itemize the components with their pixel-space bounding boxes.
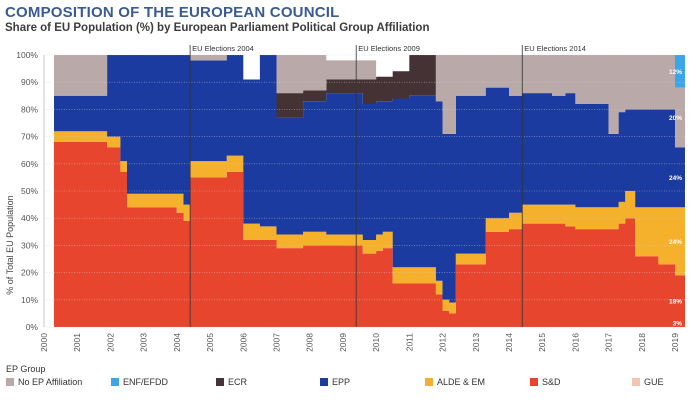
x-tick-label: 2002 bbox=[105, 333, 115, 352]
data-label: 18% bbox=[669, 299, 682, 306]
legend-label: EPP bbox=[332, 377, 351, 387]
x-tick-label: 2004 bbox=[172, 333, 182, 352]
label-layer: 12% 20% 24% 24% 18% 3% bbox=[669, 69, 682, 328]
election-label: EU Elections 2009 bbox=[358, 44, 420, 53]
legend-label: No EP Affiliation bbox=[18, 377, 83, 387]
legend-swatch bbox=[320, 378, 328, 386]
data-label: 3% bbox=[673, 320, 683, 327]
data-label: 12% bbox=[669, 69, 682, 76]
legend-label: ALDE & EM bbox=[437, 377, 486, 387]
y-tick-label: 50% bbox=[21, 186, 38, 196]
legend-label: S&D bbox=[542, 377, 561, 387]
x-tick-label: 2015 bbox=[537, 333, 547, 352]
area-s-d bbox=[54, 142, 685, 327]
legend-item: EPP bbox=[320, 377, 350, 387]
legend-swatch bbox=[216, 378, 224, 386]
x-tick-label: 2016 bbox=[570, 333, 580, 352]
data-label: 24% bbox=[669, 239, 682, 246]
data-label: 24% bbox=[669, 175, 682, 182]
x-tick-label: 2001 bbox=[72, 333, 82, 352]
legend-title: EP Group bbox=[6, 364, 46, 374]
x-tick-label: 2012 bbox=[438, 333, 448, 352]
x-tick-label: 2007 bbox=[272, 333, 282, 352]
y-tick-label: 10% bbox=[21, 295, 38, 305]
y-axis-label: % of Total EU Population bbox=[5, 195, 15, 294]
x-tick-label: 2017 bbox=[604, 333, 614, 352]
chart-subtitle: Share of EU Population (%) by European P… bbox=[5, 22, 430, 34]
area-epp bbox=[54, 55, 685, 303]
legend-item: No EP Affiliation bbox=[6, 377, 82, 387]
y-tick-label: 100% bbox=[16, 50, 38, 60]
y-tick-label: 30% bbox=[21, 240, 38, 250]
area-alde-em bbox=[54, 131, 685, 314]
x-tick-label: 2009 bbox=[338, 333, 348, 352]
x-tick-label: 2013 bbox=[471, 333, 481, 352]
y-tick-label: 0% bbox=[26, 322, 39, 332]
election-label: EU Elections 2004 bbox=[192, 44, 254, 53]
legend-item: ENF/EFDD bbox=[111, 377, 168, 387]
x-tick-label: 2006 bbox=[238, 333, 248, 352]
legend-label: ENF/EFDD bbox=[123, 377, 168, 387]
election-label: EU Elections 2014 bbox=[524, 44, 586, 53]
legend-item: S&D bbox=[530, 377, 561, 387]
x-tick-label: 2014 bbox=[504, 333, 514, 352]
x-tick-label: 2010 bbox=[371, 333, 381, 352]
event-layer: EU Elections 2004 EU Elections 2009 EU Ele… bbox=[189, 44, 586, 327]
x-tick-label: 2000 bbox=[39, 333, 49, 352]
y-tick-label: 60% bbox=[21, 159, 38, 169]
x-tick-label: 2018 bbox=[637, 333, 647, 352]
x-tick-label: 2005 bbox=[205, 333, 215, 352]
legend-label: ECR bbox=[228, 377, 248, 387]
legend-label: GUE bbox=[644, 377, 664, 387]
chart-title: COMPOSITION OF THE EUROPEAN COUNCIL bbox=[5, 4, 340, 21]
y-tick-label: 90% bbox=[21, 77, 38, 87]
legend-swatch bbox=[111, 378, 119, 386]
area-ecr bbox=[54, 55, 685, 148]
y-tick-label: 40% bbox=[21, 213, 38, 223]
legend-item: GUE bbox=[632, 377, 664, 387]
x-tick-label: 2003 bbox=[139, 333, 149, 352]
legend-swatch bbox=[6, 378, 14, 386]
x-tick-label: 2008 bbox=[305, 333, 315, 352]
area-no-ep-affiliation bbox=[54, 55, 685, 148]
y-tick-label: 20% bbox=[21, 268, 38, 278]
y-tick-label: 80% bbox=[21, 104, 38, 114]
legend-item: ECR bbox=[216, 377, 247, 387]
x-tick-label: 2019 bbox=[670, 333, 680, 352]
legend-swatch bbox=[530, 378, 538, 386]
y-tick-label: 70% bbox=[21, 132, 38, 142]
area-layer bbox=[54, 55, 685, 327]
legend-item: ALDE & EM bbox=[425, 377, 485, 387]
grid-layer: 0% 10% 20% 30% 40% 50% 60% 70% 80% 90% 100% 2000 200… bbox=[16, 50, 685, 352]
data-label: 20% bbox=[669, 115, 682, 122]
legend-swatch bbox=[632, 378, 640, 386]
x-tick-label: 2011 bbox=[404, 333, 414, 352]
legend-swatch bbox=[425, 378, 433, 386]
